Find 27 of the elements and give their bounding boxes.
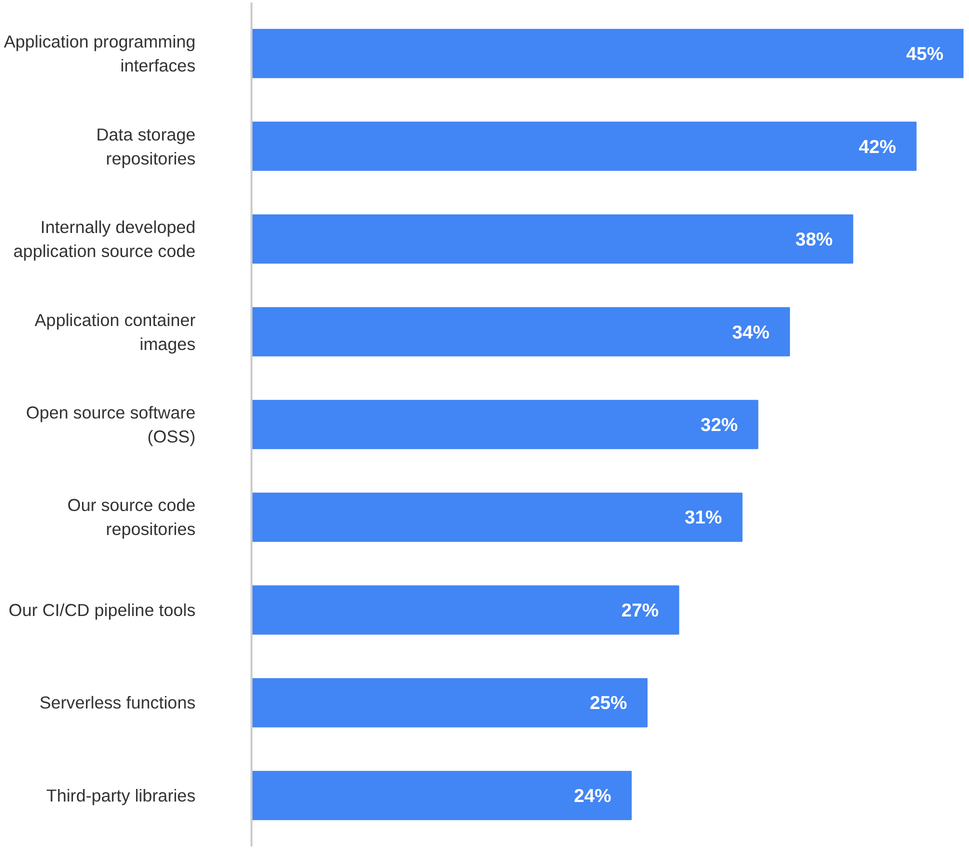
- bar: [252, 585, 680, 635]
- y-tick-label: Third-party libraries: [46, 785, 196, 806]
- bar: [252, 492, 742, 542]
- y-tick-label: Application programming interfaces: [4, 32, 196, 76]
- data-label: 38%: [795, 228, 834, 250]
- y-tick-label: Application container images: [34, 310, 196, 354]
- bar: [252, 678, 648, 728]
- y-tick-label: Data storage repositories: [96, 124, 196, 168]
- data-label: 27%: [621, 599, 660, 620]
- y-tick-label: Our CI/CD pipeline tools: [8, 600, 196, 620]
- bar: [252, 214, 854, 264]
- y-tick-label: Our source code repositories: [67, 495, 196, 540]
- data-label: 34%: [732, 321, 770, 342]
- data-label: 45%: [906, 43, 944, 64]
- y-tick-label: Internally developed application source code: [13, 217, 196, 262]
- y-tick-label: Serverless functions: [39, 692, 196, 713]
- bar: [252, 28, 964, 78]
- bar: [252, 122, 917, 171]
- data-label: 31%: [684, 506, 722, 528]
- y-tick-label: Open source software (OSS): [26, 402, 196, 446]
- bar: [252, 307, 790, 356]
- data-label: 24%: [574, 784, 612, 806]
- data-label: 42%: [858, 136, 896, 157]
- bar: [252, 770, 632, 820]
- data-label: 25%: [590, 692, 628, 714]
- bar: [252, 400, 758, 450]
- data-label: 32%: [700, 414, 738, 435]
